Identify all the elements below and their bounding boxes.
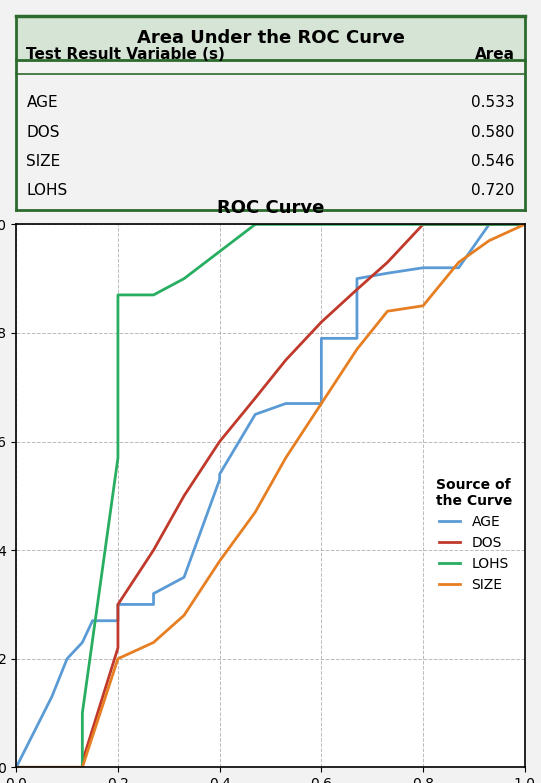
SIZE (384, 306, 391, 316)
Text: Test Result Variable (s): Test Result Variable (s) (27, 47, 225, 62)
AGE (522, 220, 528, 229)
SIZE (216, 556, 223, 565)
AGE (486, 220, 492, 229)
DOS (79, 763, 85, 772)
FancyBboxPatch shape (16, 16, 525, 60)
DOS (522, 220, 528, 229)
Text: 0.720: 0.720 (471, 182, 514, 197)
SIZE (79, 763, 85, 772)
AGE (115, 616, 121, 626)
AGE (318, 399, 325, 408)
DOS (181, 491, 187, 500)
Line: DOS: DOS (16, 225, 525, 767)
SIZE (49, 763, 55, 772)
DOS (115, 600, 121, 609)
Text: AGE: AGE (27, 96, 58, 110)
Text: 0.533: 0.533 (471, 96, 514, 110)
Text: Area Under the ROC Curve: Area Under the ROC Curve (136, 29, 405, 47)
AGE (384, 269, 391, 278)
AGE (13, 763, 19, 772)
SIZE (282, 453, 289, 463)
LOHS (522, 220, 528, 229)
SIZE (522, 220, 528, 229)
DOS (252, 393, 259, 402)
AGE (456, 263, 462, 272)
Title: ROC Curve: ROC Curve (217, 199, 324, 217)
DOS (420, 220, 426, 229)
LOHS (13, 763, 19, 772)
SIZE (115, 654, 121, 663)
Line: LOHS: LOHS (16, 225, 525, 767)
LOHS (252, 220, 259, 229)
LOHS (115, 290, 121, 300)
AGE (318, 334, 325, 343)
DOS (115, 643, 121, 652)
DOS (384, 258, 391, 267)
AGE (64, 654, 70, 663)
AGE (115, 600, 121, 609)
AGE (89, 616, 96, 626)
LOHS (216, 247, 223, 256)
SIZE (13, 763, 19, 772)
AGE (354, 274, 360, 283)
SIZE (318, 399, 325, 408)
Text: DOS: DOS (27, 124, 60, 139)
LOHS (181, 274, 187, 283)
SIZE (150, 637, 157, 647)
SIZE (486, 236, 492, 245)
LOHS (79, 763, 85, 772)
AGE (282, 399, 289, 408)
AGE (150, 589, 157, 598)
AGE (354, 334, 360, 343)
Text: 0.580: 0.580 (471, 124, 514, 139)
AGE (150, 600, 157, 609)
LOHS (79, 709, 85, 718)
Text: Area: Area (474, 47, 514, 62)
AGE (79, 637, 85, 647)
LOHS (150, 290, 157, 300)
AGE (216, 470, 223, 479)
DOS (282, 355, 289, 365)
AGE (49, 692, 55, 702)
Line: AGE: AGE (16, 225, 525, 767)
AGE (252, 410, 259, 419)
AGE (216, 474, 223, 484)
LOHS (318, 220, 325, 229)
SIZE (252, 507, 259, 517)
SIZE (420, 301, 426, 311)
Legend: AGE, DOS, LOHS, SIZE: AGE, DOS, LOHS, SIZE (430, 472, 518, 597)
AGE (181, 572, 187, 582)
SIZE (181, 611, 187, 620)
Text: 0.546: 0.546 (471, 153, 514, 168)
Text: SIZE: SIZE (27, 153, 61, 168)
LOHS (115, 453, 121, 463)
DOS (354, 285, 360, 294)
DOS (13, 763, 19, 772)
Text: LOHS: LOHS (27, 182, 68, 197)
DOS (318, 317, 325, 327)
LOHS (282, 220, 289, 229)
SIZE (456, 258, 462, 267)
DOS (79, 757, 85, 767)
AGE (420, 263, 426, 272)
DOS (216, 437, 223, 446)
SIZE (354, 345, 360, 354)
DOS (150, 546, 157, 555)
Line: SIZE: SIZE (16, 225, 525, 767)
